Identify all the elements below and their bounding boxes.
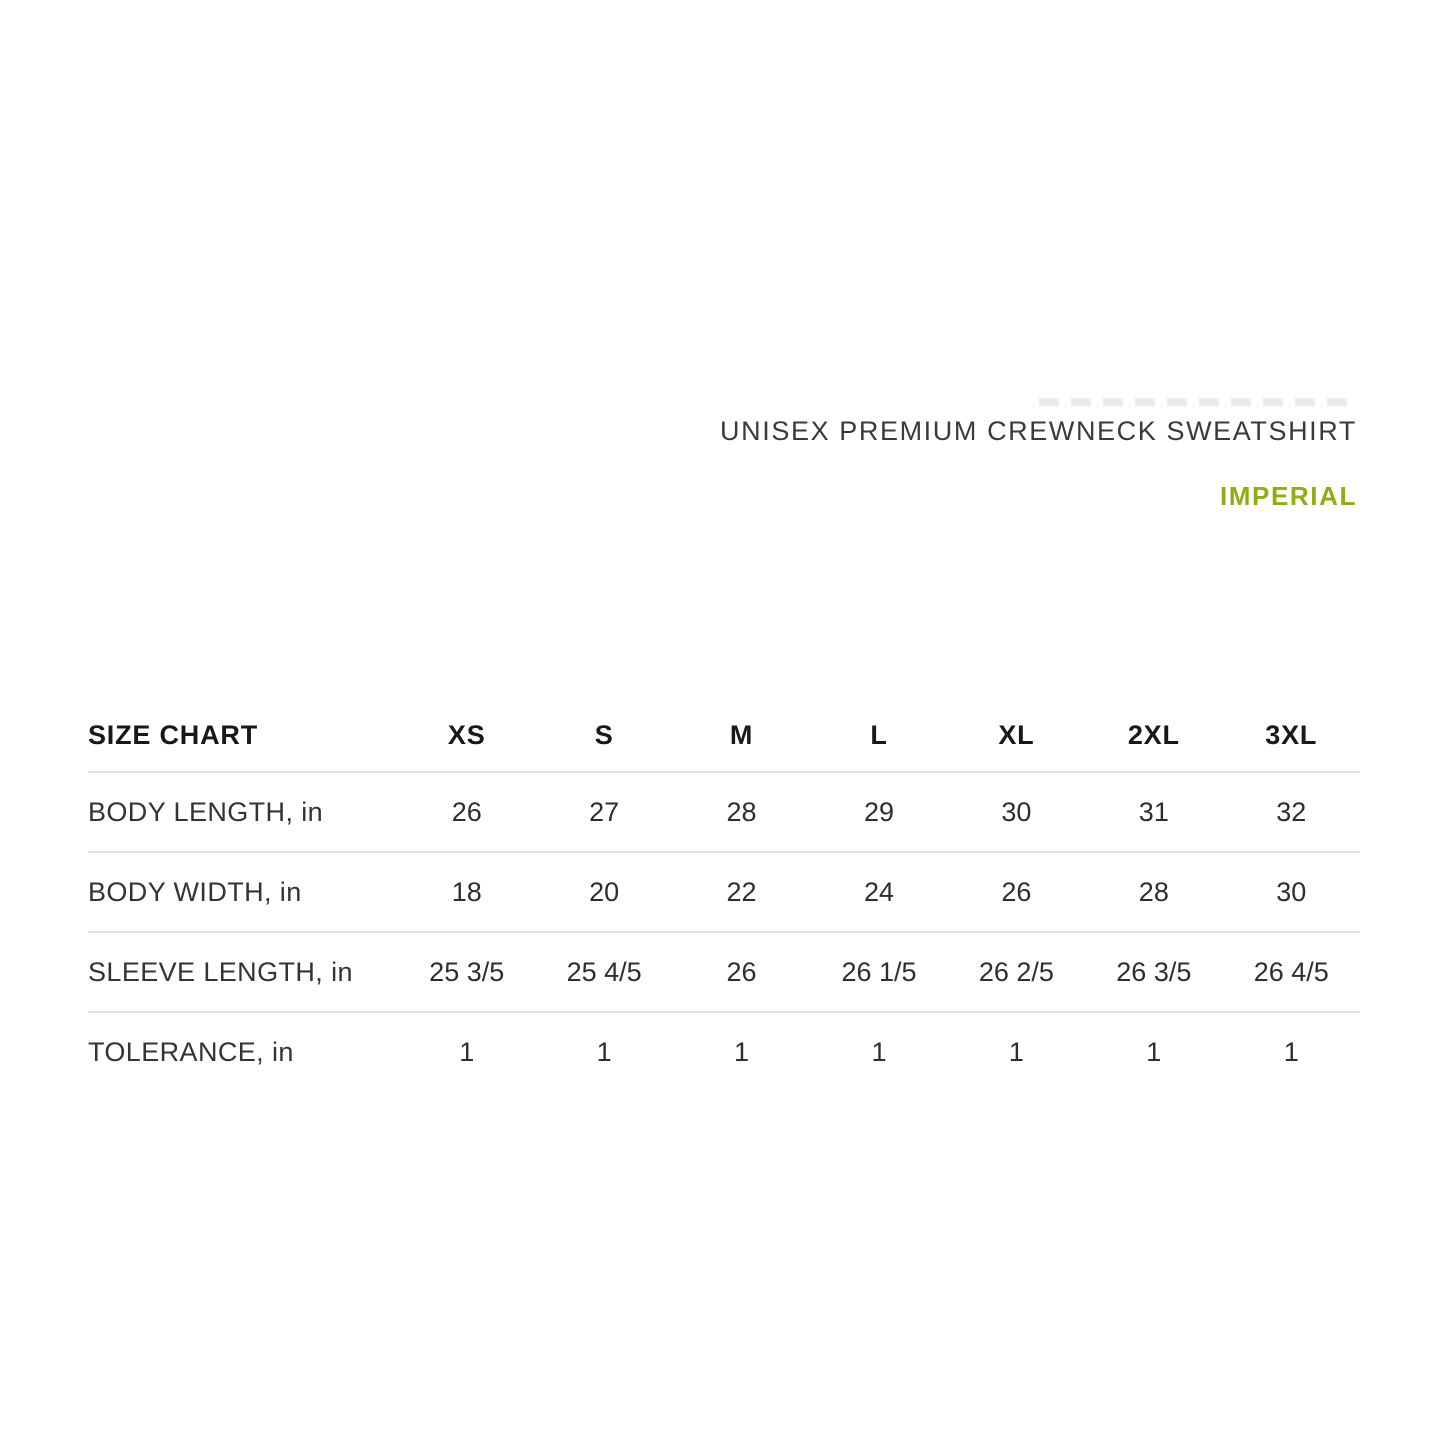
faint-text-artifact [1039, 398, 1357, 406]
row-label: BODY LENGTH, in [88, 772, 398, 853]
product-title: UNISEX PREMIUM CREWNECK SWEATSHIRT [720, 416, 1357, 446]
table-row: BODY LENGTH, in 26 27 28 29 30 31 32 [88, 772, 1360, 853]
cell-value: 1 [1146, 1037, 1162, 1067]
row-label: SLEEVE LENGTH, in [88, 932, 398, 1013]
column-header-2xl: 2XL [1085, 700, 1223, 773]
cell-value: 18 [398, 852, 536, 933]
cell-value: 1 [596, 1037, 612, 1067]
unit-label-imperial: IMPERIAL [1219, 481, 1357, 511]
cell-value: 1 [871, 1037, 887, 1067]
column-header-xl: XL [947, 700, 1086, 773]
cell-value: 1 [459, 1037, 475, 1067]
table-row: BODY WIDTH, in 18 20 22 24 26 28 30 [88, 852, 1360, 933]
cell-value: 30 [947, 772, 1086, 853]
cell-value: 26 3/5 [1085, 932, 1223, 1013]
cell-value: 20 [535, 852, 673, 933]
table-header-row: SIZE CHART XS S M L XL 2XL 3XL [88, 700, 1360, 773]
column-header-m: M [672, 700, 811, 773]
cell-value: 25 4/5 [535, 932, 673, 1013]
cell-value: 31 [1085, 772, 1223, 853]
column-header-l: L [810, 700, 948, 773]
cell-value: 29 [810, 772, 948, 853]
cell-value: 25 3/5 [398, 932, 536, 1013]
row-label: BODY WIDTH, in [88, 852, 398, 933]
cell-value: 26 [672, 932, 811, 1013]
size-table-body: BODY LENGTH, in 26 27 28 29 30 31 32 BODY WIDTH,… [88, 772, 1360, 1092]
cell-value: 30 [1222, 852, 1360, 933]
column-header-xs: XS [398, 700, 536, 773]
cell-value: 1 [1283, 1037, 1299, 1067]
table-row: SLEEVE LENGTH, in 25 3/5 25 4/5 26 26 1/5 26 … [88, 932, 1360, 1013]
cell-value: 1 [1008, 1037, 1024, 1067]
cell-value: 26 4/5 [1222, 932, 1360, 1013]
cell-value: 32 [1222, 772, 1360, 853]
cell-value: 26 [398, 772, 536, 853]
cell-value: 26 1/5 [810, 932, 948, 1013]
cell-value: 1 [734, 1037, 750, 1067]
table-row: TOLERANCE, in 1 1 1 1 1 1 1 [88, 1012, 1360, 1092]
cell-value: 26 [947, 852, 1086, 933]
column-header-3xl: 3XL [1222, 700, 1360, 773]
cell-value: 27 [535, 772, 673, 853]
size-chart-title: SIZE CHART [88, 700, 398, 773]
column-header-s: S [535, 700, 673, 773]
cell-value: 28 [672, 772, 811, 853]
row-label: TOLERANCE, in [88, 1037, 294, 1067]
cell-value: 26 2/5 [947, 932, 1086, 1013]
cell-value: 22 [672, 852, 811, 933]
cell-value: 28 [1085, 852, 1223, 933]
size-chart-table: SIZE CHART XS S M L XL 2XL 3XL BODY LENGTH, in… [88, 700, 1360, 1092]
cell-value: 24 [810, 852, 948, 933]
